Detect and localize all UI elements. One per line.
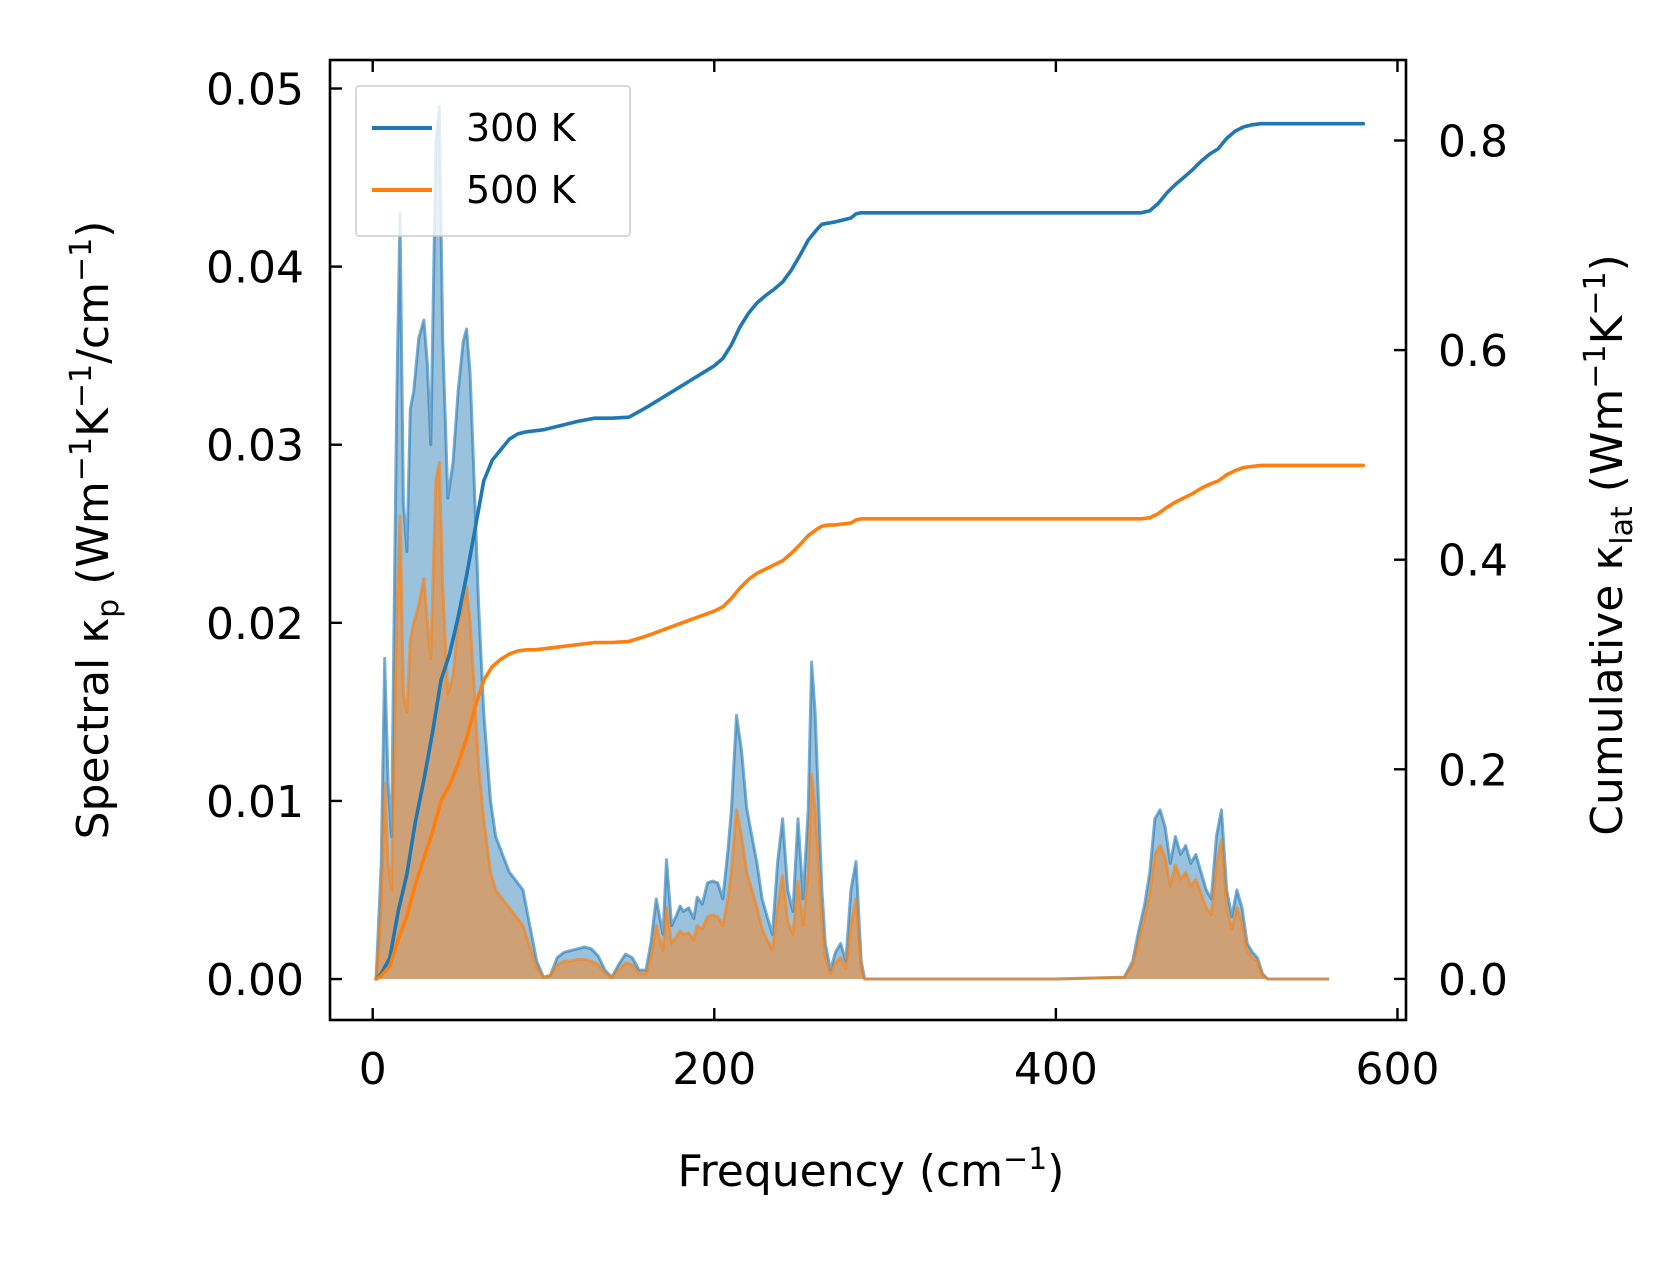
y-right-tick-label: 0.6 xyxy=(1438,326,1508,377)
y-left-tick-label: 0.02 xyxy=(206,599,304,650)
spectral-fills xyxy=(374,104,1330,981)
cumulative-line-300k xyxy=(374,121,1366,981)
y-right-tick-label: 0.0 xyxy=(1438,955,1508,1006)
y-left-tick-label: 0.01 xyxy=(206,777,304,828)
spectral-edge-500k xyxy=(374,461,1330,981)
axis-ticks: 0 200 400 600 0.00 0.01 0.02 0.03 0.04 0.05 0.0 0.2… xyxy=(206,60,1508,1095)
spectral-edge-300k xyxy=(374,104,1330,981)
x-tick-label: 200 xyxy=(672,1044,756,1095)
x-tick-label: 400 xyxy=(1014,1044,1098,1095)
y-left-tick-label: 0.00 xyxy=(206,955,304,1006)
y-right-tick-label: 0.8 xyxy=(1438,116,1508,167)
legend-box xyxy=(355,85,631,237)
x-tick-label: 600 xyxy=(1355,1044,1439,1095)
x-tick-label: 0 xyxy=(359,1044,387,1095)
y-axis-left-label: Spectral κp (Wm−1K−1/cm−1) xyxy=(64,221,126,840)
cumulative-line-500k xyxy=(374,463,1366,981)
y-right-tick-label: 0.4 xyxy=(1438,536,1508,587)
y-left-tick-label: 0.03 xyxy=(206,421,304,472)
y-left-tick-label: 0.05 xyxy=(206,64,304,115)
plot-frame xyxy=(328,58,1408,1022)
legend-label-300k: 300 K xyxy=(466,106,577,150)
spectral-fill-500k xyxy=(376,462,1330,979)
x-axis-label: Frequency (cm−1) xyxy=(678,1142,1065,1197)
legend: 300 K 500 K xyxy=(355,85,631,237)
y-axis-right-label: Cumulative κlat (Wm−1K−1) xyxy=(1578,254,1640,836)
y-right-tick-label: 0.2 xyxy=(1438,745,1508,796)
legend-label-500k: 500 K xyxy=(466,168,577,212)
cumulative-lines xyxy=(374,121,1366,981)
y-left-tick-label: 0.04 xyxy=(206,243,304,294)
